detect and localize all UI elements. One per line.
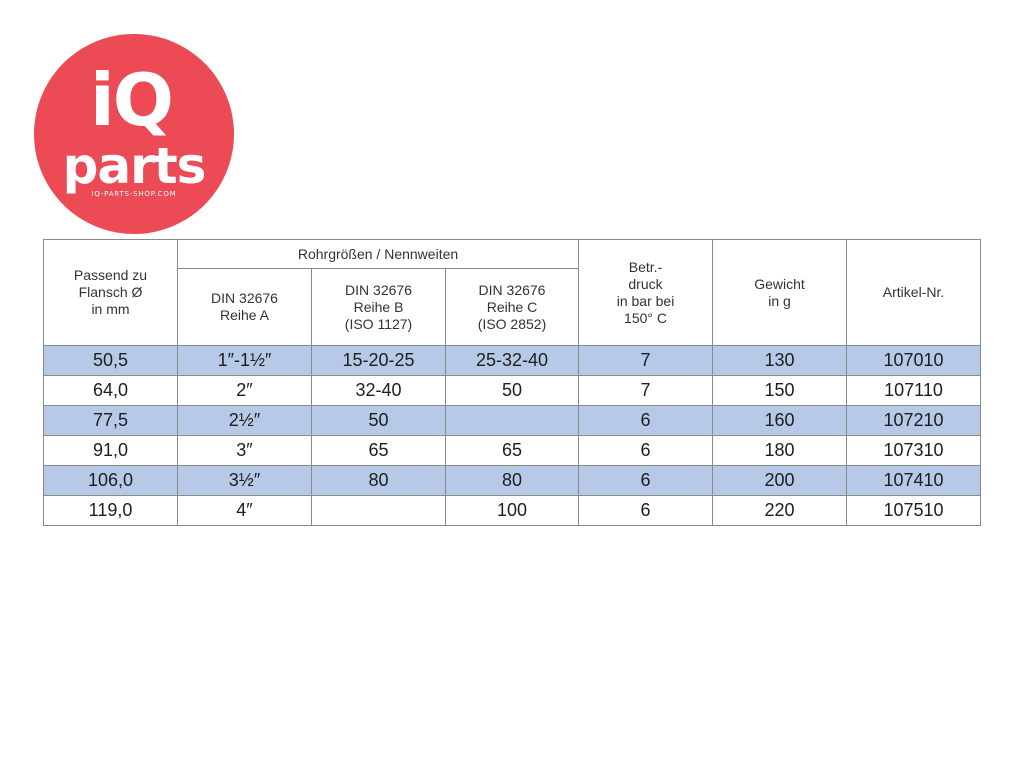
cell-flansch: 64,0	[43, 375, 178, 406]
cell-flansch: 91,0	[43, 435, 178, 466]
cell-reihe-a: 4″	[177, 495, 312, 526]
cell-reihe-c: 100	[444, 495, 580, 526]
header-druck-line: druck	[628, 275, 663, 292]
cell-reihe-b: 50	[311, 405, 446, 436]
cell-artikel: 107310	[846, 435, 982, 466]
specification-table: Passend zu Flansch Ø in mm Rohrgrößen / …	[43, 239, 982, 526]
header-reihe-b: DIN 32676 Reihe B (ISO 1127)	[311, 268, 446, 346]
cell-flansch: 77,5	[43, 405, 178, 436]
header-druck-line: Betr.-	[628, 258, 663, 275]
cell-reihe-a: 3″	[177, 435, 312, 466]
cell-druck: 6	[578, 465, 714, 496]
cell-gewicht: 220	[712, 495, 848, 526]
cell-reihe-a: 1″-1½″	[177, 345, 312, 376]
cell-gewicht: 180	[712, 435, 848, 466]
cell-reihe-b	[311, 495, 446, 526]
cell-gewicht: 130	[712, 345, 848, 376]
header-reihe-c-line: (ISO 2852)	[477, 315, 547, 332]
header-group-rohrgroessen: Rohrgrößen / Nennweiten	[176, 239, 580, 269]
cell-reihe-c: 80	[444, 465, 580, 496]
header-gewicht-line: in g	[768, 292, 791, 309]
cell-flansch: 106,0	[43, 465, 178, 496]
cell-artikel: 107510	[846, 495, 982, 526]
cell-flansch: 119,0	[43, 495, 178, 526]
table-row: 50,5 1″-1½″ 15-20-25 25-32-40 7 130 1070…	[43, 345, 982, 376]
cell-reihe-b: 80	[311, 465, 446, 496]
cell-druck: 6	[578, 495, 714, 526]
header-reihe-c: DIN 32676 Reihe C (ISO 2852)	[444, 268, 580, 346]
cell-druck: 6	[578, 435, 714, 466]
header-reihe-b-line: DIN 32676	[345, 281, 412, 298]
header-reihe-a: DIN 32676 Reihe A	[177, 268, 312, 346]
cell-reihe-a: 2″	[177, 375, 312, 406]
header-druck: Betr.- druck in bar bei 150° C	[578, 239, 714, 346]
header-reihe-c-line: DIN 32676	[478, 281, 546, 298]
header-reihe-a-line: DIN 32676	[211, 290, 278, 306]
header-artikel-line: Artikel-Nr.	[882, 284, 945, 300]
header-reihe-a-line: Reihe A	[219, 307, 270, 323]
cell-flansch: 50,5	[43, 345, 178, 376]
cell-artikel: 107210	[846, 405, 982, 436]
cell-reihe-a: 3½″	[177, 465, 312, 496]
cell-druck: 6	[578, 405, 714, 436]
cell-druck: 7	[578, 345, 714, 376]
header-flansch-line: in mm	[91, 301, 130, 317]
cell-reihe-c: 50	[444, 375, 580, 406]
header-flansch: Passend zu Flansch Ø in mm	[43, 239, 178, 346]
header-reihe-b-line: Reihe B	[353, 298, 404, 315]
cell-reihe-b: 32-40	[311, 375, 446, 406]
cell-artikel: 107410	[846, 465, 982, 496]
header-gewicht: Gewicht in g	[712, 239, 848, 346]
cell-gewicht: 200	[712, 465, 848, 496]
cell-reihe-b: 65	[311, 435, 446, 466]
header-druck-line: in bar bei	[616, 292, 675, 309]
cell-reihe-c: 25-32-40	[444, 345, 580, 376]
table-row: 64,0 2″ 32-40 50 7 150 107110	[43, 375, 982, 406]
cell-reihe-c	[444, 405, 580, 436]
cell-druck: 7	[578, 375, 714, 406]
cell-artikel: 107110	[846, 375, 982, 406]
logo-iq-text: iQ	[90, 58, 174, 142]
header-artikel: Artikel-Nr.	[846, 239, 982, 346]
table-row: 91,0 3″ 65 65 6 180 107310	[43, 435, 982, 466]
header-flansch-line: Passend zu	[73, 267, 148, 283]
logo-url-text: IQ-PARTS-SHOP.COM	[91, 190, 177, 198]
logo-parts-text: parts	[62, 137, 207, 195]
cell-reihe-a: 2½″	[177, 405, 312, 436]
header-druck-line: 150° C	[624, 309, 667, 326]
cell-reihe-b: 15-20-25	[311, 345, 446, 376]
header-flansch-line: Flansch Ø	[78, 284, 143, 300]
header-gewicht-line: Gewicht	[754, 275, 805, 292]
table-row: 119,0 4″ 100 6 220 107510	[43, 495, 982, 526]
header-reihe-b-line: (ISO 1127)	[344, 315, 413, 332]
cell-gewicht: 160	[712, 405, 848, 436]
cell-artikel: 107010	[846, 345, 982, 376]
cell-gewicht: 150	[712, 375, 848, 406]
cell-reihe-c: 65	[444, 435, 580, 466]
iq-parts-logo: iQ parts IQ-PARTS-SHOP.COM	[34, 34, 234, 234]
header-reihe-c-line: Reihe C	[486, 298, 538, 315]
table-row: 77,5 2½″ 50 6 160 107210	[43, 405, 982, 436]
table-row: 106,0 3½″ 80 80 6 200 107410	[43, 465, 982, 496]
